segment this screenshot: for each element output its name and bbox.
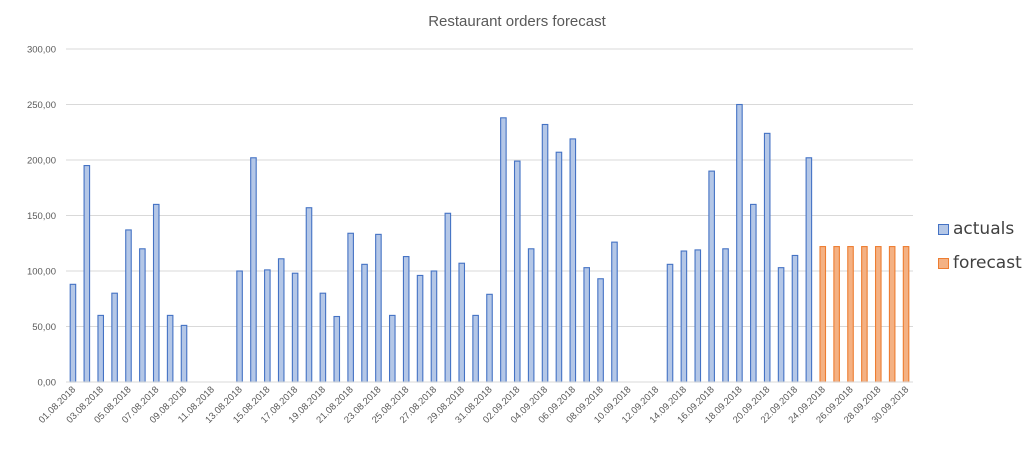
bar-actuals: [694, 249, 702, 383]
bar-actuals: [611, 241, 618, 383]
bar-actuals: [333, 315, 341, 383]
bar-actuals: [402, 256, 410, 383]
bar-actuals: [736, 103, 743, 383]
bar-actuals: [291, 272, 299, 383]
chart-title: Restaurant orders forecast: [428, 13, 606, 30]
bar-actuals: [139, 248, 146, 383]
bar-actuals: [388, 314, 396, 383]
bar-actuals: [513, 160, 521, 383]
bar-actuals: [125, 229, 132, 383]
bar-actuals: [763, 132, 771, 383]
y-axis-tick-labels: 0,00 50,00 100,00 150,00 200,00 250,00 300,00: [27, 45, 56, 389]
bar-actuals: [416, 274, 424, 383]
bar-actuals: [750, 203, 757, 383]
bar-actuals: [236, 270, 243, 383]
y-tick-label: 300,00: [27, 45, 56, 56]
legend-item-actuals: actuals: [938, 212, 1022, 246]
bar-forecast: [902, 246, 910, 383]
bar-actuals: [777, 267, 785, 383]
bar-actuals: [180, 324, 188, 383]
bar-forecast: [888, 246, 896, 383]
bar-actuals: [569, 138, 577, 383]
legend-label-forecast: forecast: [953, 253, 1022, 273]
y-tick-label: 0,00: [38, 378, 57, 389]
bar-actuals: [555, 151, 563, 383]
bar-actuals: [250, 157, 257, 383]
bar-forecast: [861, 246, 868, 383]
x-axis-tick-labels: 01.08.201803.08.201805.08.201807.08.2018…: [37, 384, 912, 425]
bar-actuals: [347, 232, 354, 383]
bar-actuals: [708, 170, 715, 383]
bar-actuals: [597, 278, 604, 383]
bar-actuals: [111, 292, 118, 383]
bar-actuals: [97, 314, 105, 383]
bar-actuals: [583, 267, 591, 383]
bar-actuals: [791, 254, 799, 383]
bar-actuals: [361, 263, 368, 383]
y-tick-label: 150,00: [27, 211, 56, 222]
bar-actuals: [444, 212, 452, 383]
bar-actuals: [722, 248, 729, 383]
bar-actuals: [166, 314, 174, 383]
legend-swatch-forecast: [938, 257, 949, 269]
legend-label-actuals: actuals: [953, 219, 1015, 239]
bars: [69, 103, 910, 383]
bar-actuals: [319, 292, 327, 383]
legend: actuals forecast: [938, 212, 1022, 280]
bar-actuals: [430, 270, 438, 383]
bar-actuals: [83, 165, 91, 383]
bar-actuals: [152, 203, 160, 383]
bar-actuals: [805, 157, 813, 383]
bar-actuals: [277, 258, 285, 383]
bar-actuals: [486, 293, 493, 383]
bar-actuals: [375, 233, 382, 383]
y-tick-label: 100,00: [27, 267, 56, 278]
bar-actuals: [666, 263, 674, 383]
bar-actuals: [541, 123, 549, 383]
bar-actuals: [472, 314, 479, 383]
bar-actuals: [305, 207, 313, 383]
legend-item-forecast: forecast: [938, 246, 1022, 280]
bar-actuals: [458, 262, 466, 383]
bar-actuals: [680, 250, 688, 383]
bar-forecast: [874, 246, 882, 383]
bar-forecast: [819, 246, 827, 383]
legend-swatch-actuals: [938, 223, 949, 235]
y-tick-label: 50,00: [32, 322, 56, 333]
y-tick-label: 200,00: [27, 156, 56, 167]
bar-actuals: [527, 248, 535, 383]
bar-actuals: [500, 117, 507, 383]
y-tick-label: 250,00: [27, 100, 56, 111]
gridlines: [66, 48, 913, 327]
bar-forecast: [847, 246, 854, 383]
bar-actuals: [69, 283, 77, 383]
bar-forecast: [833, 246, 840, 383]
bar-actuals: [264, 269, 271, 383]
